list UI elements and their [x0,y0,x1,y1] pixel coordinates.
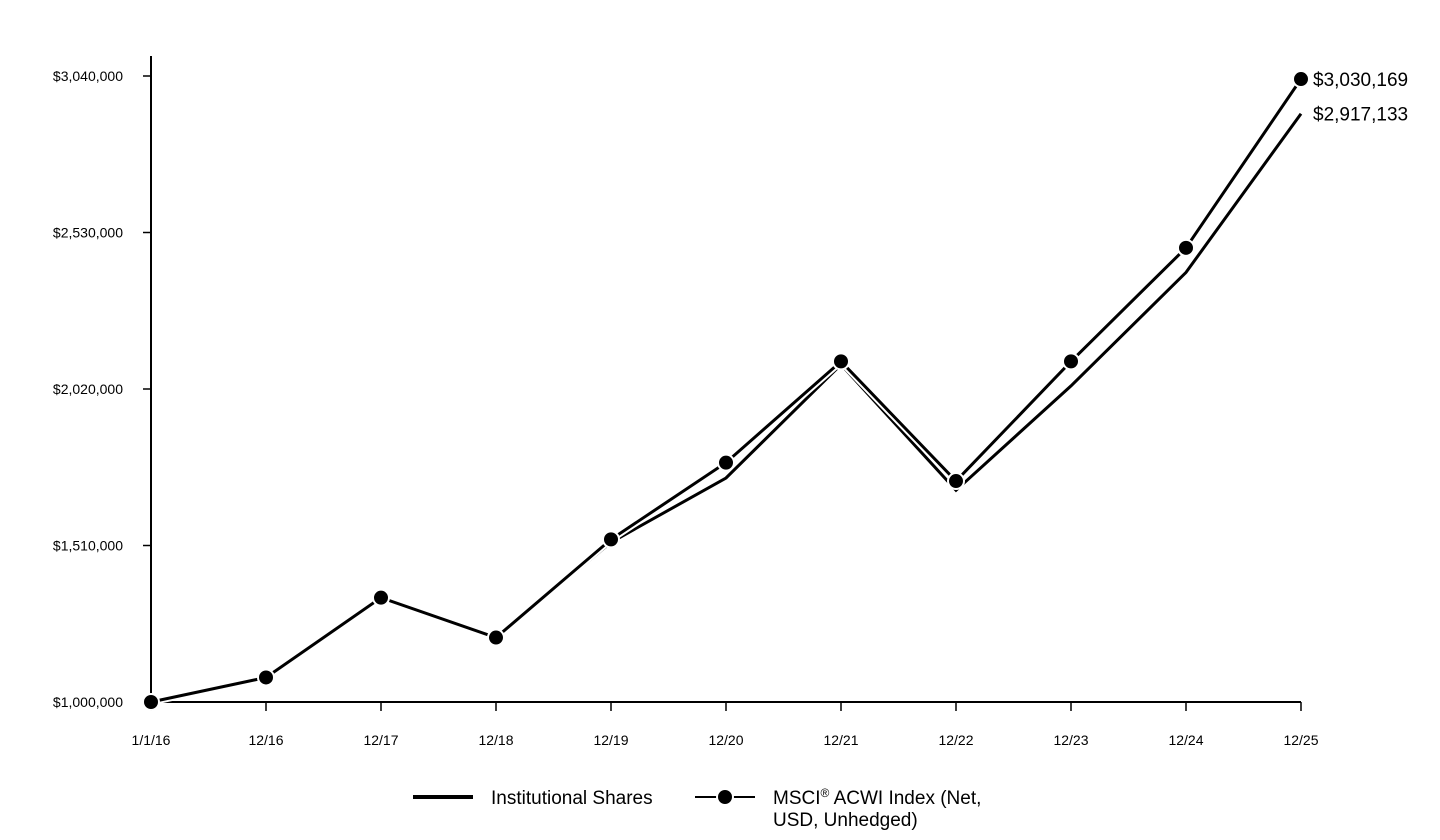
end-labels: $2,917,133 $3,030,169 [1313,70,1408,126]
x-tick-label: 12/22 [938,732,973,748]
x-tick-label: 12/21 [823,732,858,748]
axes [150,56,1301,703]
x-tick-label: 1/1/16 [132,732,171,748]
legend: Institutional Shares MSCI® ACWI Index (N… [413,786,981,831]
legend-msci-name-rest: ACWI Index (Net, [829,788,981,809]
data-point [372,588,390,607]
legend-msci-registered-mark: ® [821,786,830,800]
legend-msci-brand: MSCI [773,788,821,809]
data-point [1062,352,1080,371]
x-tick-label: 12/23 [1053,732,1088,748]
legend-institutional-label: Institutional Shares [491,788,653,809]
x-axis-ticks: 1/1/16 12/16 12/17 12/18 12/19 12/20 12/21 12/2… [132,702,1319,748]
y-tick-label: $1,510,000 [53,538,123,554]
y-tick-label: $2,530,000 [53,225,123,241]
data-point [717,453,735,472]
data-point [1292,70,1310,89]
data-point [487,628,505,647]
data-point [832,352,850,371]
x-tick-label: 12/17 [363,732,398,748]
x-tick-label: 12/25 [1283,732,1318,748]
data-point [602,530,620,549]
data-point [142,693,160,711]
y-axis-ticks: $1,000,000 $1,510,000 $2,020,000 $2,530,000… [53,68,151,710]
x-tick-label: 12/18 [478,732,513,748]
x-tick-label: 12/24 [1168,732,1203,748]
end-value-label-1: $3,030,169 [1313,70,1408,91]
series-line-0 [150,112,1303,704]
series-line-1 [150,78,1303,704]
data-point [257,668,275,687]
y-tick-label: $1,000,000 [53,694,123,710]
x-tick-label: 12/16 [248,732,283,748]
legend-msci-label-line1: MSCI® ACWI Index (Net, [773,786,981,809]
y-tick-label: $2,020,000 [53,381,123,397]
legend-msci-swatch-marker [716,788,734,806]
x-tick-label: 12/19 [593,732,628,748]
data-point [1177,238,1195,257]
data-point [947,472,965,491]
y-tick-label: $3,040,000 [53,68,123,84]
series-line-halo [150,77,1304,706]
x-tick-label: 12/20 [708,732,743,748]
legend-msci-label-line2: USD, Unhedged) [773,810,918,831]
end-value-label-0: $2,917,133 [1313,105,1408,126]
series-layer [142,70,1310,711]
